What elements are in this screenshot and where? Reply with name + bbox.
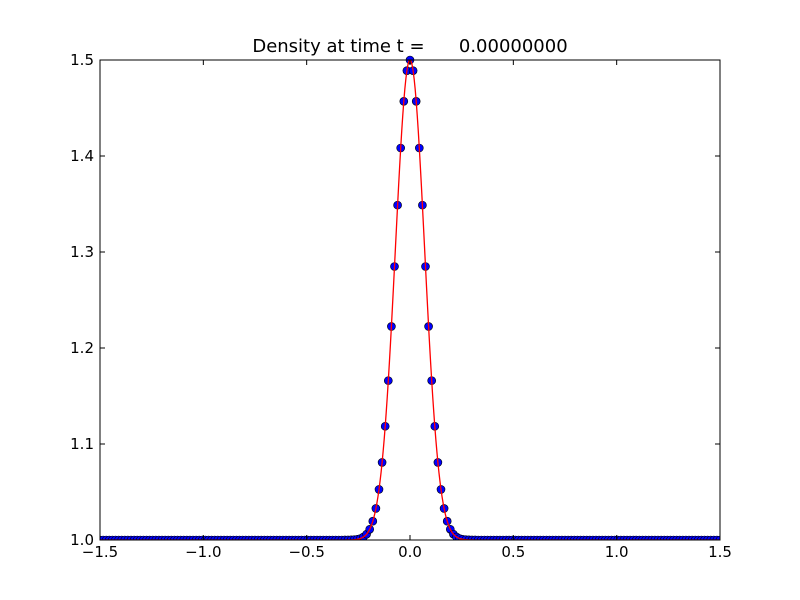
x-tick-label: 0.5 [501, 543, 525, 561]
x-tick-label: −1.5 [82, 543, 118, 561]
x-tick-label: 0.0 [398, 543, 422, 561]
x-tick-label: −0.5 [288, 543, 324, 561]
y-tick-label: 1.4 [70, 147, 94, 165]
y-tick-label: 1.5 [70, 51, 94, 69]
y-tick-label: 1.1 [70, 435, 94, 453]
y-tick-label: 1.2 [70, 339, 94, 357]
chart-title: Density at time t = 0.00000000 [252, 36, 567, 57]
y-tick-label: 1.3 [70, 243, 94, 261]
plot-content [100, 55, 720, 540]
x-tick-label: 1.0 [605, 543, 629, 561]
axis-ticks: −1.5 −1.0 −0.5 0.0 0.5 1.0 1.5 1.0 1.1 1.2 1.3 1.4 1… [70, 51, 732, 561]
x-tick-label: 1.5 [708, 543, 732, 561]
y-tick-label: 1.0 [70, 531, 94, 549]
x-tick-label: −1.0 [185, 543, 221, 561]
data-point [715, 535, 720, 540]
